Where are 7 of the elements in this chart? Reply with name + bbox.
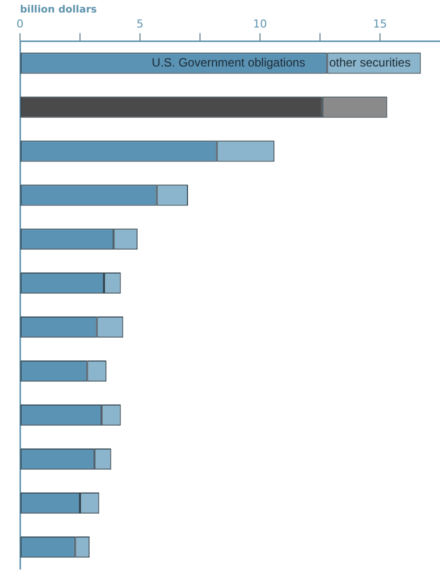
- series-label: U.S. Government obligations: [152, 56, 306, 70]
- x-tick-label: 0: [16, 17, 24, 30]
- x-tick-label: 15: [373, 17, 387, 30]
- x-axis-title: billion dollars: [20, 4, 97, 16]
- x-tick-label: 10: [253, 17, 267, 30]
- series-label: other securities: [329, 56, 411, 70]
- x-tick-label: 5: [136, 17, 144, 30]
